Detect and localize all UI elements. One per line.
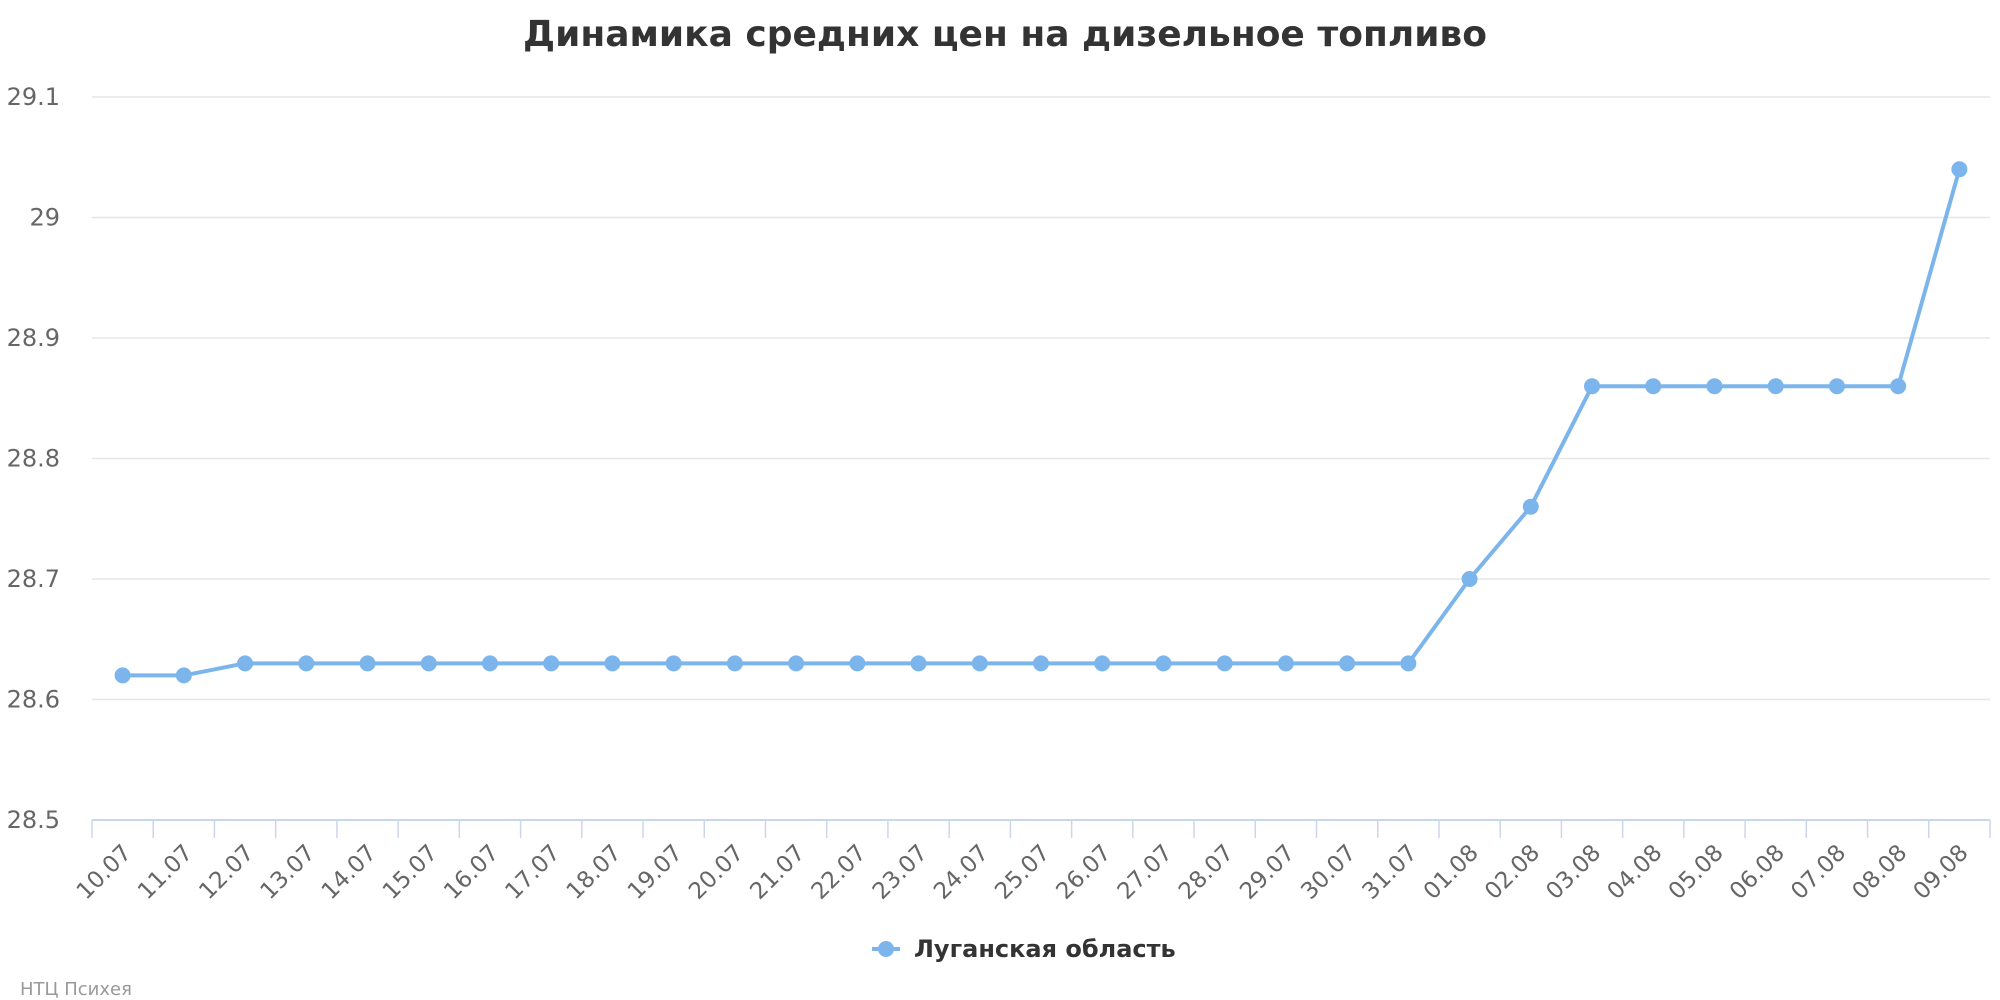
y-tick-label: 28.9 — [7, 324, 60, 352]
x-tick-label: 18.07 — [562, 840, 627, 905]
x-tick-label: 24.07 — [929, 840, 994, 905]
data-point[interactable] — [1951, 161, 1968, 178]
x-tick-label: 07.08 — [1786, 840, 1851, 905]
x-tick-label: 26.07 — [1052, 840, 1117, 905]
x-tick-label: 14.07 — [317, 840, 382, 905]
x-tick-label: 30.07 — [1296, 840, 1361, 905]
x-tick-label: 09.08 — [1909, 840, 1974, 905]
data-point[interactable] — [114, 667, 131, 684]
x-tick-label: 25.07 — [990, 840, 1055, 905]
legend[interactable]: Луганская область — [872, 935, 1176, 963]
x-tick-label: 23.07 — [868, 840, 933, 905]
data-point[interactable] — [1216, 655, 1233, 672]
x-tick-label: 28.07 — [1174, 840, 1239, 905]
data-point[interactable] — [1277, 655, 1294, 672]
data-point[interactable] — [481, 655, 498, 672]
data-point[interactable] — [1033, 655, 1049, 672]
y-axis-ticks: 28.5 28.6 28.7 28.8 28.9 29 29.1 — [7, 83, 60, 834]
x-tick-label: 29.07 — [1235, 840, 1300, 905]
x-tick-label: 06.08 — [1725, 840, 1790, 905]
data-point[interactable] — [1339, 655, 1356, 672]
grid-lines — [92, 96, 1990, 701]
y-tick-label: 29 — [29, 204, 60, 232]
data-point[interactable] — [1522, 498, 1539, 515]
data-point[interactable] — [543, 655, 560, 672]
x-tick-label: 16.07 — [439, 840, 504, 905]
x-tick-label: 27.07 — [1113, 840, 1178, 905]
data-point[interactable] — [1400, 655, 1417, 672]
x-tick-label: 20.07 — [684, 840, 749, 905]
data-point[interactable] — [1094, 655, 1111, 672]
legend-marker-icon — [878, 941, 894, 957]
data-point[interactable] — [849, 655, 866, 672]
data-point[interactable] — [298, 655, 315, 672]
legend-item-label[interactable]: Луганская область — [914, 935, 1176, 963]
data-point[interactable] — [788, 655, 805, 672]
data-point[interactable] — [237, 655, 254, 672]
x-tick-label: 10.07 — [72, 840, 137, 905]
x-tick-label: 13.07 — [256, 840, 321, 905]
data-point[interactable] — [1461, 571, 1478, 587]
series-line[interactable] — [122, 168, 1962, 678]
data-point[interactable] — [1890, 378, 1907, 395]
x-tick-label: 12.07 — [194, 840, 259, 905]
series-group — [114, 161, 1968, 684]
x-tick-label: 31.07 — [1358, 840, 1423, 905]
data-point[interactable] — [665, 655, 682, 672]
data-point[interactable] — [1584, 378, 1601, 395]
x-tick-label: 08.08 — [1847, 840, 1912, 905]
data-point[interactable] — [359, 655, 376, 672]
x-tick-label: 19.07 — [623, 840, 688, 905]
x-tick-label: 02.08 — [1480, 840, 1545, 905]
x-tick-label: 11.07 — [133, 840, 198, 905]
x-tick-label: 04.08 — [1603, 840, 1668, 905]
y-tick-label: 28.5 — [7, 806, 60, 834]
x-tick-label: 21.07 — [745, 840, 810, 905]
y-tick-label: 29.1 — [7, 83, 60, 111]
data-point[interactable] — [910, 655, 927, 672]
data-point[interactable] — [726, 655, 743, 672]
data-point[interactable] — [420, 655, 437, 672]
x-tick-label: 03.08 — [1541, 840, 1606, 905]
x-tick-label: 15.07 — [378, 840, 443, 905]
data-point[interactable] — [1155, 655, 1172, 672]
y-tick-label: 28.6 — [7, 686, 60, 714]
x-axis: 10.0711.0712.0713.0714.0715.0716.0717.07… — [72, 819, 1991, 905]
chart-title: Динамика средних цен на дизельное топлив… — [523, 14, 1487, 55]
x-tick-label: 01.08 — [1419, 840, 1484, 905]
x-tick-label: 22.07 — [807, 840, 872, 905]
data-point[interactable] — [1706, 378, 1723, 395]
data-point[interactable] — [1645, 378, 1662, 395]
x-tick-label: 17.07 — [500, 840, 565, 905]
data-point[interactable] — [1767, 378, 1784, 395]
x-tick-label: 05.08 — [1664, 840, 1729, 905]
data-point[interactable] — [971, 655, 988, 672]
data-point[interactable] — [1828, 378, 1845, 395]
y-tick-label: 28.8 — [7, 445, 60, 473]
data-point[interactable] — [175, 667, 192, 684]
y-tick-label: 28.7 — [7, 565, 60, 593]
chart-credit[interactable]: НТЦ Психея — [20, 979, 132, 1000]
data-point[interactable] — [604, 655, 621, 672]
